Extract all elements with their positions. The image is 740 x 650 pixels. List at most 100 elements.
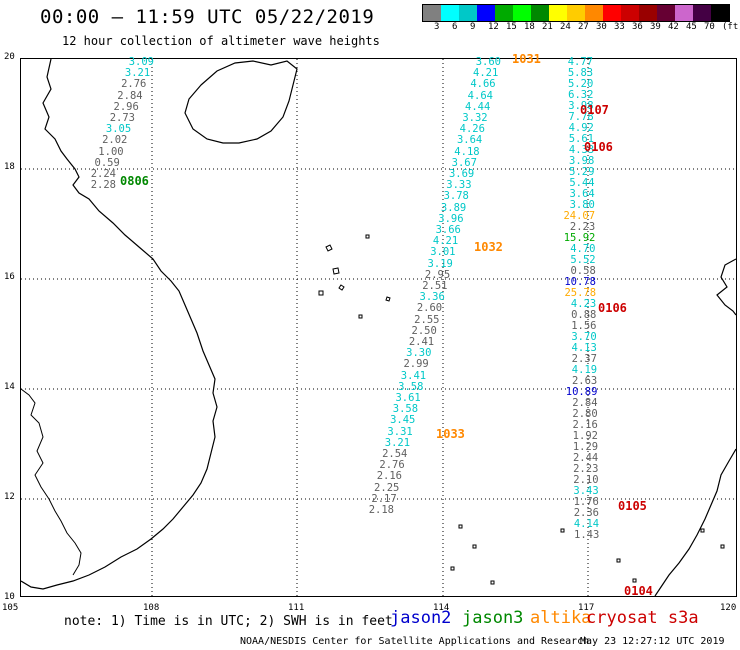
longitude-label: 114 [433, 603, 450, 613]
legend-label: 30 [596, 22, 607, 32]
satellite-name-cryosat-s3a: cryosat s3a [586, 608, 699, 628]
wave-height-value: 4.66 [470, 78, 496, 91]
wave-height-value: 3.43 [573, 485, 599, 497]
wave-height-value: 3.09 [128, 56, 154, 68]
wave-height-value: 2.95 [424, 268, 451, 281]
wave-height-value: 4.77 [567, 56, 593, 68]
legend-label: 42 [668, 22, 679, 32]
wave-height-value: 4.18 [454, 145, 480, 158]
legend-swatch [639, 5, 657, 21]
latitude-label: 18 [4, 162, 15, 172]
wave-height-value: 3.96 [438, 212, 464, 225]
hainan-island [184, 60, 298, 144]
generation-timestamp: May 23 12:27:12 UTC 2019 [580, 636, 725, 647]
graticule [21, 59, 736, 596]
wave-height-value: 4.19 [571, 364, 598, 376]
wave-height-value: 3.67 [451, 156, 477, 169]
wave-height-value: 3.80 [569, 199, 595, 211]
map-subtitle: 12 hour collection of altimeter wave hei… [62, 34, 380, 48]
pass-time-label: 0107 [580, 103, 609, 117]
pass-time-label: 1031 [512, 52, 541, 66]
map-canvas [21, 59, 736, 596]
legend-swatch [441, 5, 459, 21]
wave-height-value: 3.89 [440, 201, 467, 214]
wave-height-value: 2.36 [573, 507, 599, 519]
legend-swatch [567, 5, 585, 21]
wave-height-value: 2.28 [90, 179, 116, 192]
wave-height-value: 4.21 [473, 67, 499, 80]
wave-height-value: 4.33 [568, 144, 595, 156]
legend-swatch [585, 5, 603, 21]
wave-height-value: 3.64 [569, 188, 595, 200]
legend-label: 39 [650, 22, 661, 32]
wave-height-value: 2.23 [569, 221, 596, 233]
wave-height-value: 25.78 [564, 287, 597, 299]
longitude-label: 117 [578, 603, 595, 613]
legend-label: 45 [686, 22, 697, 32]
pass-time-label: 0106 [598, 301, 627, 315]
footnote: note: 1) Time is in UTC; 2) SWH is in fe… [64, 614, 393, 629]
legend-swatch [513, 5, 531, 21]
pass-time-label: 0104 [624, 584, 653, 598]
wave-height-value: 2.99 [403, 358, 429, 371]
wave-height-value: 3.21 [124, 67, 151, 80]
wave-height-value: 4.21 [432, 235, 459, 248]
color-legend-bar [422, 4, 730, 22]
pass-time-label: 0105 [618, 499, 647, 513]
latitude-label: 14 [4, 382, 15, 392]
wave-height-value: 2.10 [573, 474, 599, 486]
wave-height-value: 2.18 [368, 504, 394, 516]
latitude-label: 20 [4, 52, 15, 62]
wave-height-value: 2.84 [117, 89, 143, 102]
wave-height-value: 3.58 [392, 403, 419, 416]
vietnam-coastline [21, 59, 218, 590]
legend-label: 33 [614, 22, 625, 32]
wave-height-value: 1.43 [574, 529, 600, 541]
legend-swatch [423, 5, 441, 21]
wave-height-value: 2.24 [90, 168, 116, 180]
wave-height-value: 2.17 [371, 492, 397, 505]
wave-height-value: 3.60 [475, 56, 501, 68]
legend-label: 12 [488, 22, 499, 32]
wave-height-value: 3.61 [395, 392, 421, 404]
spratly-reefs [450, 524, 725, 585]
longitude-label: 108 [143, 603, 160, 613]
wave-height-value: 3.70 [571, 331, 597, 343]
wave-height-value: 3.45 [390, 414, 416, 427]
satellite-name-altika: altika [530, 608, 592, 628]
legend-label: 15 [506, 22, 517, 32]
wave-height-value: 3.78 [443, 190, 469, 203]
pass-time-label: 1032 [474, 240, 503, 254]
wave-height-value: 3.21 [384, 436, 411, 449]
latitude-label: 16 [4, 272, 15, 282]
philippines-coastline [716, 258, 736, 316]
legend-label: 24 [560, 22, 571, 32]
wave-height-value: 2.16 [376, 470, 403, 483]
pass-time-label: 0806 [120, 174, 149, 188]
map-title: 00:00 – 11:59 UTC 05/22/2019 [40, 6, 375, 28]
latitude-label: 10 [4, 592, 15, 602]
wave-height-value: 5.29 [569, 166, 595, 178]
legend-swatch [693, 5, 711, 21]
legend-label: 3 [434, 22, 440, 32]
wave-height-value: 5.52 [570, 254, 596, 266]
wave-height-value: 2.50 [411, 324, 437, 337]
wave-height-value: 2.16 [572, 419, 598, 431]
wave-height-value: 2.60 [416, 302, 443, 315]
wave-height-value: 3.05 [105, 123, 132, 136]
wave-height-value: 6.32 [568, 89, 594, 101]
legend-label: 18 [524, 22, 535, 32]
pass-time-label: 1033 [436, 427, 465, 441]
legend-label: 21 [542, 22, 553, 32]
legend-swatch [657, 5, 675, 21]
longitude-label: 120 [720, 603, 737, 613]
wave-height-value: 0.58 [570, 265, 596, 277]
wave-height-value: 1.56 [571, 320, 597, 332]
credit-line: NOAA/NESDIS Center for Satellite Applica… [240, 636, 590, 647]
wave-height-value: 2.76 [379, 459, 405, 472]
wave-height-value: 3.58 [398, 380, 424, 393]
wave-height-value: 1.29 [572, 441, 599, 453]
latitude-label: 12 [4, 492, 15, 502]
legend-label: 6 [452, 22, 458, 32]
wave-height-value: 3.32 [462, 112, 488, 124]
